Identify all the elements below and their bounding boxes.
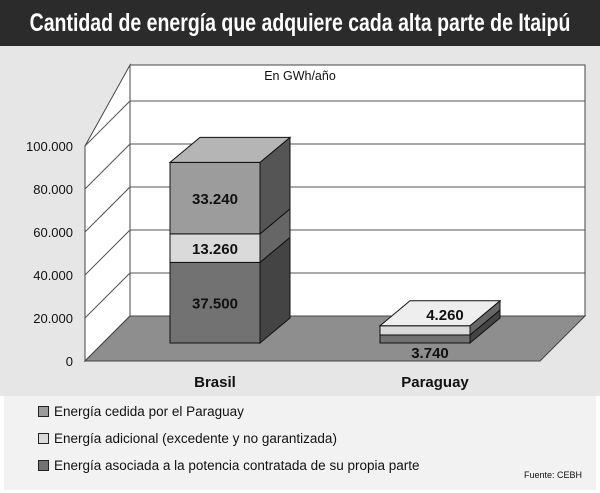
y-tick-label: 20.000 bbox=[33, 311, 73, 326]
y-tick-label: 80.000 bbox=[33, 182, 73, 197]
data-label: 13.260 bbox=[192, 241, 238, 258]
chart-svg: 0 20.000 40.000 60.000 80.000 100.000 En GWh/a… bbox=[26, 63, 587, 391]
bar-segment-front bbox=[169, 233, 261, 263]
gridline-side bbox=[84, 143, 131, 190]
data-label: 4.260 bbox=[426, 307, 464, 324]
bar-top bbox=[378, 300, 502, 327]
y-tick-label: 0 bbox=[66, 354, 73, 369]
x-tick-label: Brasil bbox=[194, 374, 236, 391]
chart-title: Cantidad de energía que adquiere cada al… bbox=[0, 0, 600, 46]
x-tick-label: Paraguay bbox=[401, 374, 469, 391]
data-label: 33.240 bbox=[192, 191, 238, 208]
side-wall bbox=[84, 63, 131, 363]
floor bbox=[83, 315, 587, 362]
gridline-side bbox=[84, 229, 131, 276]
bar-segment-front bbox=[169, 261, 261, 344]
gridline-side bbox=[84, 100, 131, 147]
legend: Energía cedida por el Paraguay Energía a… bbox=[4, 396, 596, 490]
chart-subtitle: En GWh/año bbox=[264, 69, 336, 83]
legend-item-adicional: Energía adicional (excedente y no garant… bbox=[38, 431, 337, 446]
y-tick-label: 60.000 bbox=[33, 225, 73, 240]
legend-swatch bbox=[38, 460, 49, 471]
legend-label: Energía cedida por el Paraguay bbox=[54, 404, 244, 419]
legend-label: Energía adicional (excedente y no garant… bbox=[54, 431, 337, 446]
legend-label: Energía asociada a la potencia contratad… bbox=[54, 458, 420, 473]
gridline-side bbox=[84, 272, 131, 319]
legend-item-cedida: Energía cedida por el Paraguay bbox=[38, 404, 244, 419]
data-label: 3.740 bbox=[411, 345, 449, 362]
bar-segment-front bbox=[379, 334, 471, 344]
data-label: 37.500 bbox=[192, 296, 238, 313]
bar-segment-front bbox=[379, 325, 471, 336]
y-tick-label: 40.000 bbox=[33, 268, 73, 283]
bar-top bbox=[168, 136, 292, 163]
source-note: Fuente: CEBH bbox=[523, 470, 582, 480]
legend-swatch bbox=[38, 406, 49, 417]
chart-title-text: Cantidad de energía que adquiere cada al… bbox=[29, 9, 571, 37]
legend-swatch bbox=[38, 433, 49, 444]
legend-item-asociada: Energía asociada a la potencia contratad… bbox=[38, 458, 420, 473]
y-tick-label: 100.000 bbox=[26, 139, 73, 154]
gridline-side bbox=[84, 186, 131, 233]
